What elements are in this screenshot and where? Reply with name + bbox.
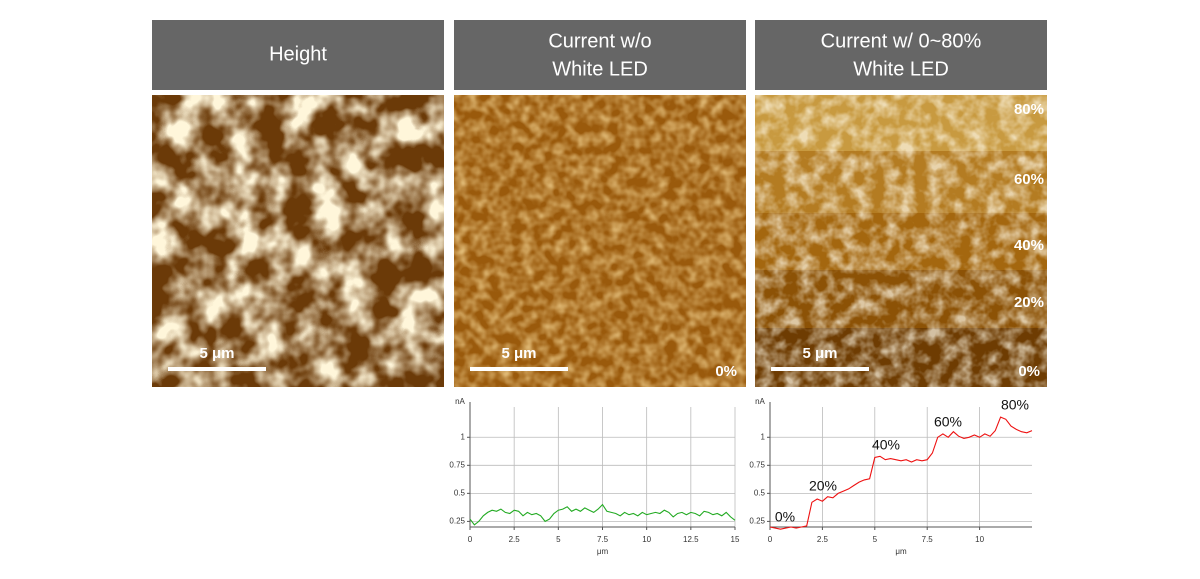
x-tick-label: 7.5 [597, 535, 609, 544]
x-tick-label: 10 [975, 535, 984, 544]
x-tick-label: 0 [468, 535, 473, 544]
header: Current w/ 0~80% [821, 30, 982, 52]
scale-label: 5 μm [199, 345, 234, 362]
y-axis-label: nA [455, 397, 465, 406]
y-tick-label: 1 [461, 432, 466, 441]
scale-label: 5 μm [501, 345, 536, 362]
level-label: 20% [1014, 294, 1044, 311]
data-line [469, 503, 736, 526]
data-line [769, 416, 1033, 530]
x-tick-label: 5 [556, 535, 561, 544]
y-tick-label: 0.25 [749, 517, 765, 526]
level-label: 0% [1018, 363, 1040, 380]
y-tick-label: 0.75 [449, 460, 465, 469]
x-tick-label: 12.5 [683, 535, 699, 544]
level-label: 60% [1014, 171, 1044, 188]
scale-label: 5 μm [802, 345, 837, 362]
y-tick-label: 0.5 [454, 488, 466, 497]
afm-texture [755, 95, 1047, 387]
annotation: 80% [1001, 397, 1029, 413]
header-bg [152, 20, 444, 90]
y-tick-label: 0.25 [449, 517, 465, 526]
annotation: 40% [872, 437, 900, 453]
x-tick-label: 5 [873, 535, 878, 544]
x-tick-label: 10 [642, 535, 651, 544]
x-tick-label: 0 [768, 535, 773, 544]
header-bg [755, 20, 1047, 90]
level-label: 80% [1014, 101, 1044, 118]
level-label: 0% [715, 363, 737, 380]
x-tick-label: 15 [731, 535, 740, 544]
header: White LED [853, 58, 949, 80]
afm-texture [152, 95, 444, 387]
y-axis-label: nA [755, 397, 765, 406]
panels: Height 5 μm Current w/o White LED 5 μm 0… [152, 20, 1047, 387]
header: Height [269, 43, 327, 65]
x-tick-label: 2.5 [509, 535, 521, 544]
annotation: 60% [934, 414, 962, 430]
x-axis-label: μm [895, 547, 907, 556]
x-tick-label: 2.5 [817, 535, 829, 544]
header-bg [454, 20, 746, 90]
x-tick-label: 7.5 [922, 535, 934, 544]
x-axis-label: μm [597, 547, 609, 556]
header: White LED [552, 58, 648, 80]
afm-texture [454, 95, 746, 387]
y-tick-label: 0.75 [749, 460, 765, 469]
annotation: 0% [775, 509, 795, 525]
y-tick-label: 0.5 [754, 488, 766, 497]
header: Current w/o [548, 30, 651, 52]
annotation: 20% [809, 478, 837, 494]
level-label: 40% [1014, 237, 1044, 254]
y-tick-label: 1 [761, 432, 766, 441]
